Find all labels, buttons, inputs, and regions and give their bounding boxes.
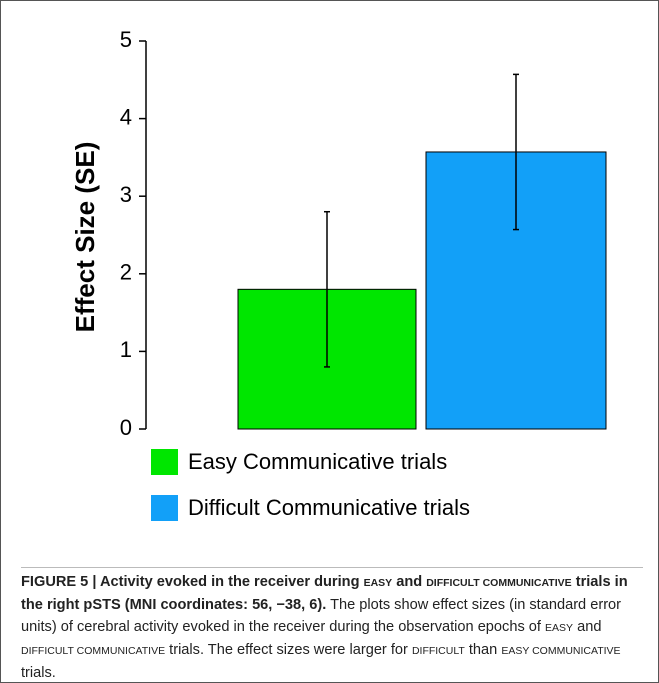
caption-body: and: [573, 619, 602, 635]
y-tick-label: 0: [120, 415, 132, 440]
caption-body: EASY COMMUNICATIVE: [501, 645, 621, 657]
caption-label: FIGURE 5 |: [21, 574, 97, 590]
caption-body: than: [464, 642, 502, 658]
caption-body: trials.: [21, 665, 56, 681]
y-tick-label: 1: [120, 337, 132, 362]
caption-body: EASY: [545, 622, 574, 634]
caption-body: DIFFICULT: [411, 645, 465, 657]
y-axis-label: Effect Size (SE): [70, 142, 100, 333]
legend-label: Difficult Communicative trials: [188, 495, 470, 520]
caption-heading: and: [392, 574, 427, 590]
y-tick-label: 5: [120, 27, 132, 52]
chart: Effect Size (SE) 0 1 2 3 4 5 Easy Communicativ…: [70, 27, 607, 521]
caption: FIGURE 5 | Activity evoked in the receiv…: [21, 567, 643, 682]
caption-body: trials. The effect sizes were larger for: [165, 642, 412, 658]
y-tick-label: 3: [120, 182, 132, 207]
caption-heading: Activity evoked in the receiver during: [96, 574, 364, 590]
caption-body: DIFFICULT COMMUNICATIVE: [21, 645, 166, 657]
y-tick-label: 4: [120, 104, 132, 129]
caption-heading: EASY: [363, 577, 393, 589]
y-tick-label: 2: [120, 260, 132, 285]
legend-swatch: [151, 449, 178, 475]
caption-body: The plots show effect sizes (in standard…: [21, 597, 622, 635]
caption-heading: trials in the right pSTS (MNI coordinate…: [21, 574, 628, 613]
caption-heading: DIFFICULT COMMUNICATIVE: [426, 577, 572, 589]
legend-swatch: [151, 495, 178, 521]
legend-label: Easy Communicative trials: [188, 449, 447, 474]
